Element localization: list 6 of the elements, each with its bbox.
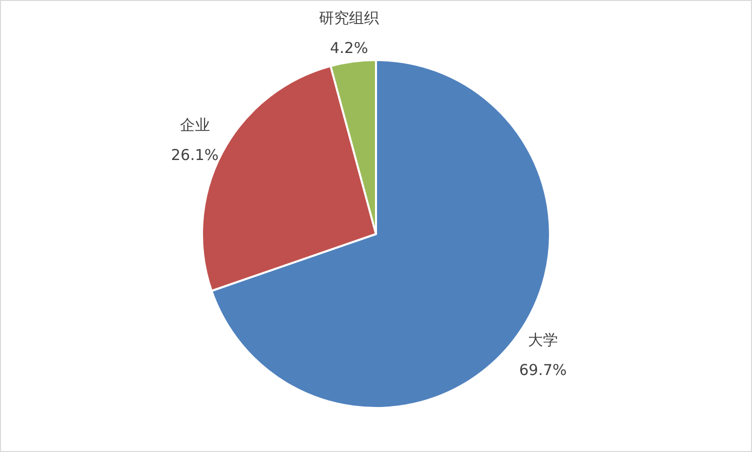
data-label: 4.2% (330, 38, 368, 57)
slice-label: 研究组织 (319, 8, 380, 27)
slice-label: 企业 (180, 116, 210, 134)
data-label: 69.7% (519, 361, 567, 380)
data-label: 26.1% (171, 146, 219, 164)
slice-label: 大学 (528, 331, 558, 350)
